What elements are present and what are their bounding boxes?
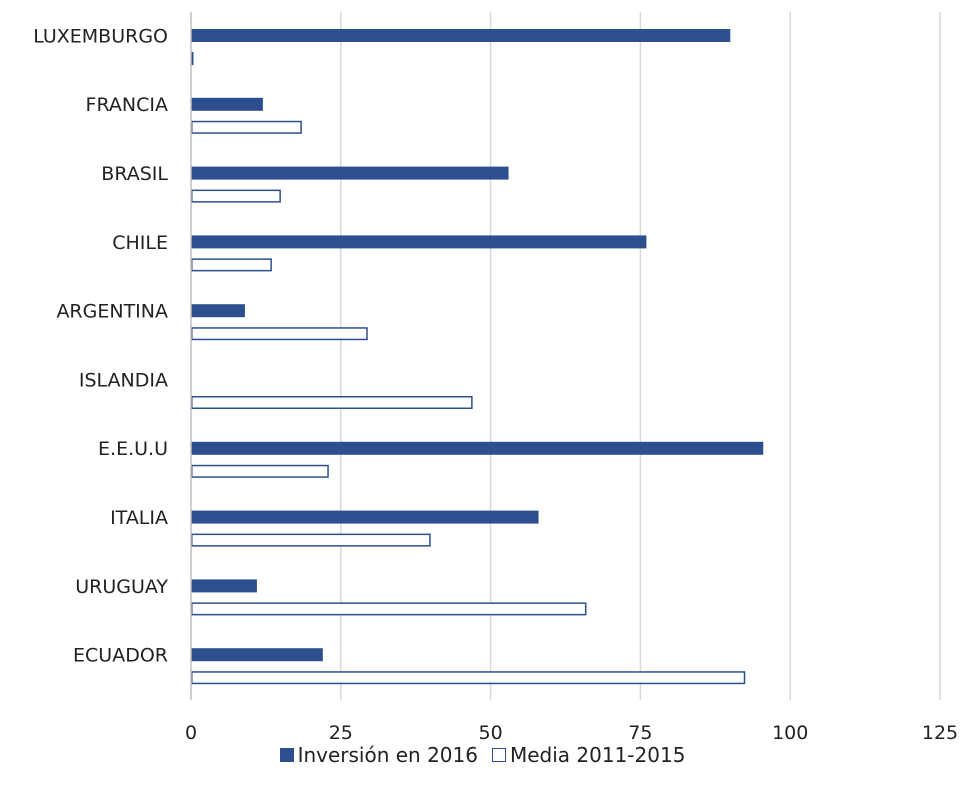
legend-label: Media 2011-2015	[509, 743, 686, 767]
legend-item-inversion-2016: Inversión en 2016	[279, 743, 478, 767]
bar-media-2011-2015	[191, 258, 272, 272]
bar-media-2011-2015	[191, 533, 431, 547]
x-tick-label: 0	[185, 722, 197, 744]
legend-item-media-2011-2015: Media 2011-2015	[491, 743, 686, 767]
category-labels: LUXEMBURGO FRANCIA BRASIL CHILE ARGENTINA ISL…	[33, 25, 168, 666]
bar-inversion-2016	[191, 648, 323, 662]
bar-inversion-2016	[191, 304, 245, 318]
bar-media-2011-2015	[191, 189, 281, 203]
category-label: FRANCIA	[86, 94, 168, 116]
category-label: E.E.U.U	[98, 438, 168, 460]
gridlines	[340, 12, 941, 700]
bars	[191, 29, 764, 685]
legend: Inversión en 2016 Media 2011-2015	[0, 735, 965, 775]
tick-labels: 0 25 50 75 100 125	[185, 722, 958, 744]
x-tick-label: 125	[922, 722, 958, 744]
bar-media-2011-2015	[191, 327, 368, 341]
legend-swatch-filled	[279, 748, 294, 762]
bar-media-2011-2015	[191, 464, 329, 478]
x-tick-label: 100	[772, 722, 808, 744]
category-label: ITALIA	[110, 507, 168, 529]
bar-inversion-2016	[191, 166, 509, 180]
bar-inversion-2016	[191, 510, 539, 524]
category-label: URUGUAY	[75, 576, 168, 598]
category-label: BRASIL	[101, 163, 168, 185]
category-label: CHILE	[112, 232, 168, 254]
legend-label: Inversión en 2016	[297, 743, 478, 767]
bar-media-2011-2015	[191, 602, 587, 616]
bar-media-2011-2015	[191, 396, 473, 409]
category-label: ECUADOR	[73, 645, 168, 667]
legend-swatch-outline	[491, 748, 506, 762]
bar-inversion-2016	[191, 235, 647, 249]
bar-media-2011-2015	[191, 671, 746, 685]
x-tick-label: 75	[628, 722, 652, 744]
bar-media-2011-2015	[191, 120, 302, 134]
category-label: ARGENTINA	[56, 301, 168, 323]
category-label: LUXEMBURGO	[33, 25, 168, 47]
bar-inversion-2016	[191, 29, 731, 42]
x-tick-label: 50	[479, 722, 503, 744]
bar-inversion-2016	[191, 579, 257, 593]
category-label: ISLANDIA	[79, 369, 168, 391]
bar-inversion-2016	[191, 97, 263, 111]
bar-inversion-2016	[191, 441, 764, 455]
x-tick-label: 25	[329, 722, 353, 744]
bar-media-2011-2015	[191, 52, 194, 65]
